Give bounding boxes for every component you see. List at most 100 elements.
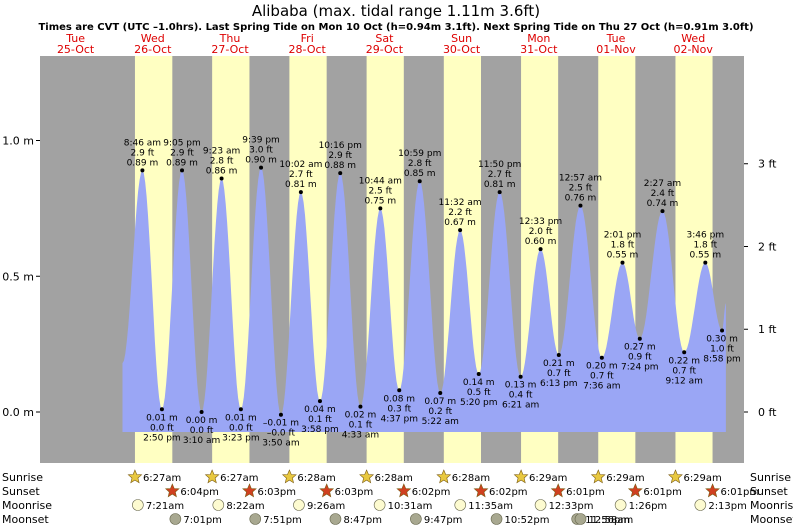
moonset-icon xyxy=(329,513,342,525)
high-tide-label: 2.2 ft xyxy=(448,208,472,218)
high-tide-label: 8:46 am xyxy=(124,138,161,148)
low-tide-point xyxy=(599,355,604,360)
low-tide-label: 0.7 ft xyxy=(547,369,571,379)
moonset-time: 9:47pm xyxy=(424,515,463,525)
high-tide-label: 10:59 pm xyxy=(398,149,441,159)
moonrise-icon xyxy=(212,499,225,511)
low-tide-label: 0.00 m xyxy=(186,416,218,426)
low-tide-label: 0.9 ft xyxy=(628,353,652,363)
high-tide-label: 2.9 ft xyxy=(170,148,194,158)
low-tide-label: 4:33 am xyxy=(342,431,379,441)
low-tide-point xyxy=(682,350,687,355)
sunset-icon xyxy=(473,483,489,498)
low-tide-label: 5:22 am xyxy=(422,417,459,427)
sunset-icon xyxy=(396,483,412,498)
low-tide-label: 0.1 ft xyxy=(308,415,332,425)
moonrise-icon xyxy=(534,499,547,511)
astro-row-label-right: Moonset xyxy=(750,513,793,525)
low-tide-label: 0.21 m xyxy=(543,359,575,369)
sunrise-icon xyxy=(359,469,375,484)
low-tide-label: 0.7 ft xyxy=(672,366,696,376)
high-tide-label: 2.8 ft xyxy=(210,157,234,167)
day-date-label: 30-Oct xyxy=(443,43,481,56)
day-name-label: Wed xyxy=(141,32,165,45)
sunset-icon xyxy=(242,483,257,498)
low-tide-label: 4:37 pm xyxy=(380,414,418,424)
tide-water-area xyxy=(122,167,726,432)
low-tide-label: 3:58 pm xyxy=(301,425,339,435)
moonset-time: 8:47pm xyxy=(343,515,382,525)
low-tide-point xyxy=(238,407,243,412)
day-name-label: Wed xyxy=(681,32,705,45)
axes: 0.0 m 0.5 m 1.0 m 0 ft 1 ft 2 ft 3 ft xyxy=(2,135,777,420)
y-right-tick-label: 3 ft xyxy=(758,158,777,171)
day-date-label: 31-Oct xyxy=(520,43,558,56)
low-tide-label: 3:10 am xyxy=(183,436,220,446)
high-tide-label: 2.7 ft xyxy=(289,170,313,180)
day-date-label: 29-Oct xyxy=(366,43,404,56)
high-tide-label: 0.86 m xyxy=(206,167,238,177)
low-tide-label: –0.01 m xyxy=(263,419,299,429)
sunset-icon xyxy=(164,483,180,498)
high-tide-point xyxy=(140,168,145,173)
sunset-time: 6:03pm xyxy=(257,487,296,498)
high-tide-label: 3.0 ft xyxy=(249,146,273,156)
low-tide-label: 0.4 ft xyxy=(509,391,533,401)
high-tide-point xyxy=(660,209,665,214)
day-date-label: 27-Oct xyxy=(211,43,249,56)
sunset-time: 6:01pm xyxy=(566,487,605,498)
low-tide-label: 1.0 ft xyxy=(710,345,734,355)
high-tide-point xyxy=(298,190,303,195)
sunrise-time: 6:29am xyxy=(683,473,721,484)
low-tide-label: 0.1 ft xyxy=(349,421,373,431)
high-tide-label: 2:01 pm xyxy=(604,231,642,241)
y-left-tick-label: 0.0 m xyxy=(2,406,34,419)
high-tide-point xyxy=(458,228,463,233)
high-tide-label: 0.67 m xyxy=(444,218,476,228)
high-tide-label: 9:39 pm xyxy=(242,136,280,146)
day-name-label: Mon xyxy=(527,32,550,45)
low-tide-label: 0.14 m xyxy=(463,378,495,388)
y-right-tick-label: 1 ft xyxy=(758,323,777,336)
high-tide-label: 0.76 m xyxy=(565,194,597,204)
high-tide-label: 2.5 ft xyxy=(368,186,392,196)
moonrise-icon xyxy=(694,499,707,511)
low-tide-label: 0.08 m xyxy=(383,394,415,404)
sunset-time: 6:04pm xyxy=(180,487,219,498)
moonrise-time: 10:31am xyxy=(388,501,433,512)
sunset-time: 6:01pm xyxy=(643,487,682,498)
high-tide-label: 2.0 ft xyxy=(529,227,553,237)
low-tide-label: 8:58 pm xyxy=(703,355,741,365)
high-tide-label: 1.8 ft xyxy=(611,241,635,251)
low-tide-label: 0.30 m xyxy=(706,335,738,345)
low-tide-label: 0.13 m xyxy=(505,381,537,391)
high-tide-label: 0.74 m xyxy=(647,199,679,209)
astro-row-label-right: Sunrise xyxy=(750,471,791,484)
moonrise-time: 7:21am xyxy=(146,501,184,512)
low-tide-label: 0.0 ft xyxy=(190,426,214,436)
day-name-label: Tue xyxy=(65,32,85,45)
high-tide-point xyxy=(180,168,185,173)
high-tide-label: 2.4 ft xyxy=(651,189,675,199)
moonrise-icon xyxy=(454,499,467,511)
sunset-time: 6:02pm xyxy=(412,487,451,498)
moonrise-time: 11:35am xyxy=(468,501,513,512)
high-tide-label: 0.89 m xyxy=(166,158,198,168)
high-tide-label: 10:02 am xyxy=(279,160,322,170)
high-tide-label: 0.85 m xyxy=(404,169,436,179)
low-tide-point xyxy=(637,336,642,341)
astro-row-label-right: Moonrise xyxy=(750,499,793,512)
moonset-icon xyxy=(169,513,182,525)
moonrise-time: 12:33pm xyxy=(549,501,594,512)
sunset-time: 6:02pm xyxy=(489,487,528,498)
sunset-icon xyxy=(627,483,643,498)
low-tide-point xyxy=(518,374,523,379)
low-tide-point xyxy=(438,390,443,395)
sunrise-icon xyxy=(513,469,529,484)
high-tide-label: 11:32 am xyxy=(439,198,482,208)
low-tide-label: 7:24 pm xyxy=(621,363,659,373)
high-tide-label: 0.81 m xyxy=(285,180,317,190)
low-tide-label: 0.02 m xyxy=(345,411,377,421)
day-labels: Tue25-OctWed26-OctThu27-OctFri28-OctSat2… xyxy=(57,32,713,56)
